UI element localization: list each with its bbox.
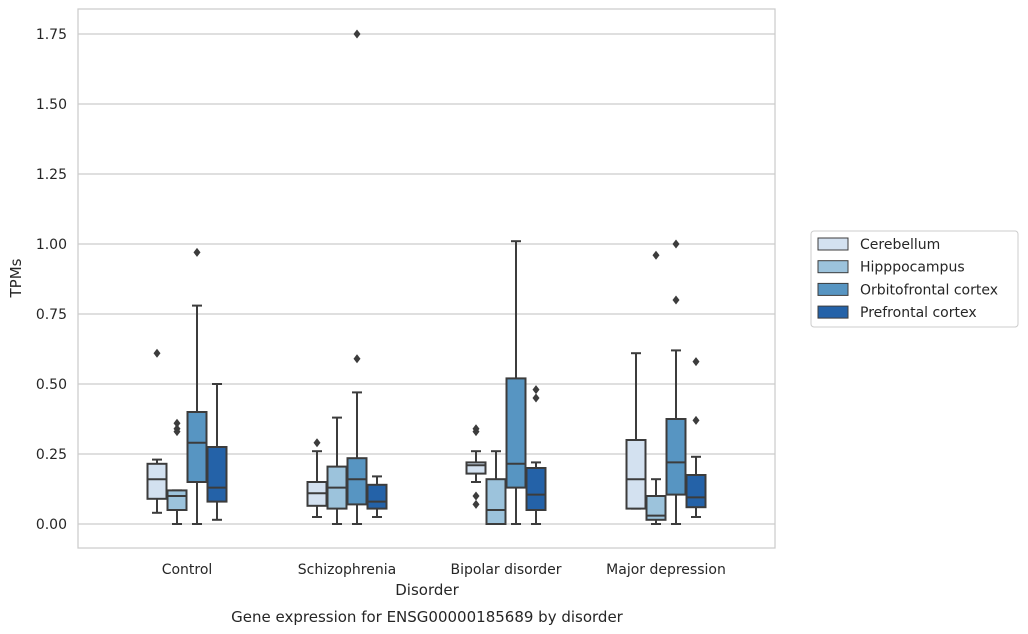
box-hipppocampus [485, 450, 507, 526]
iqr-box [346, 457, 368, 506]
iqr-box [186, 411, 208, 483]
box-orbitofrontal-cortex [505, 240, 527, 525]
iqr-box [625, 439, 647, 510]
iqr-box [525, 467, 547, 511]
box-cerebellum [306, 438, 328, 518]
outlier-point [472, 491, 480, 501]
outlier-point [313, 438, 321, 448]
y-tick-label: 1.25 [36, 167, 67, 183]
outlier-point [193, 247, 201, 257]
legend-swatch [817, 260, 849, 274]
outlier-point [472, 499, 480, 509]
iqr-box [146, 462, 168, 500]
x-tick-label: Bipolar disorder [450, 562, 561, 578]
y-axis-title: TPMs [7, 258, 25, 298]
x-tick-label: Control [162, 562, 213, 578]
iqr-box [685, 474, 707, 509]
legend-label: Cerebellum [860, 237, 940, 253]
box-cerebellum [625, 352, 647, 510]
box-orbitofrontal-cortex [665, 239, 687, 525]
outlier-point [472, 424, 480, 434]
x-tick-label: Schizophrenia [298, 562, 396, 578]
iqr-box [505, 377, 527, 489]
box-cerebellum [465, 424, 487, 509]
box-cerebellum [146, 348, 168, 514]
y-tick-label: 1.50 [36, 97, 67, 113]
box-hipppocampus [645, 250, 667, 525]
y-tick-label: 0.00 [36, 517, 67, 533]
x-tick-labels: Control Schizophrenia Bipolar disorder Majo… [162, 562, 726, 578]
iqr-box [465, 461, 487, 475]
chart-caption: Gene expression for ENSG00000185689 by d… [231, 608, 624, 626]
outlier-point [353, 354, 361, 364]
iqr-box [485, 478, 507, 526]
y-tick-label: 0.75 [36, 307, 67, 323]
legend-swatch [817, 305, 849, 319]
box-prefrontal-cortex [525, 385, 547, 525]
iqr-box [366, 483, 388, 510]
y-tick-label: 1.00 [36, 237, 67, 253]
y-tick-label: 0.25 [36, 447, 67, 463]
box-hipppocampus [326, 416, 348, 525]
box-prefrontal-cortex [366, 475, 388, 518]
y-tick-label: 0.50 [36, 377, 67, 393]
legend-frame [810, 230, 1019, 328]
legend-label: Hipppocampus [860, 260, 965, 276]
outlier-point [173, 424, 181, 434]
plot-frame [77, 8, 776, 549]
outlier-point [153, 348, 161, 358]
box-orbitofrontal-cortex [186, 247, 208, 525]
outlier-point [532, 385, 540, 395]
legend-label: Orbitofrontal cortex [860, 282, 998, 298]
outlier-point [692, 415, 700, 425]
y-tick-label: 1.75 [36, 27, 67, 43]
iqr-box [206, 446, 228, 503]
outlier-point [532, 393, 540, 403]
box-prefrontal-cortex [685, 357, 707, 518]
legend-swatch [817, 282, 849, 296]
iqr-box [665, 418, 687, 496]
legend-label: Prefrontal cortex [860, 305, 977, 321]
boxes [146, 29, 707, 526]
box-hipppocampus [166, 418, 188, 525]
outlier-point [672, 239, 680, 249]
x-axis-title: Disorder [395, 581, 459, 599]
legend-swatch [817, 237, 849, 251]
y-tick-labels: 0.00 0.25 0.50 0.75 1.00 1.25 1.50 1.75 [36, 27, 67, 533]
box-orbitofrontal-cortex [346, 29, 368, 525]
legend: Cerebellum Hipppocampus Orbitofrontal cort… [810, 230, 1019, 328]
legend-items: Cerebellum Hipppocampus Orbitofrontal cort… [817, 237, 998, 321]
outlier-point [652, 250, 660, 260]
iqr-box [645, 495, 667, 521]
outlier-point [173, 418, 181, 428]
x-tick-label: Major depression [606, 562, 726, 578]
outlier-point [672, 295, 680, 305]
iqr-box [166, 489, 188, 511]
box-prefrontal-cortex [206, 383, 228, 521]
outlier-point [692, 357, 700, 367]
outlier-point [353, 29, 361, 39]
